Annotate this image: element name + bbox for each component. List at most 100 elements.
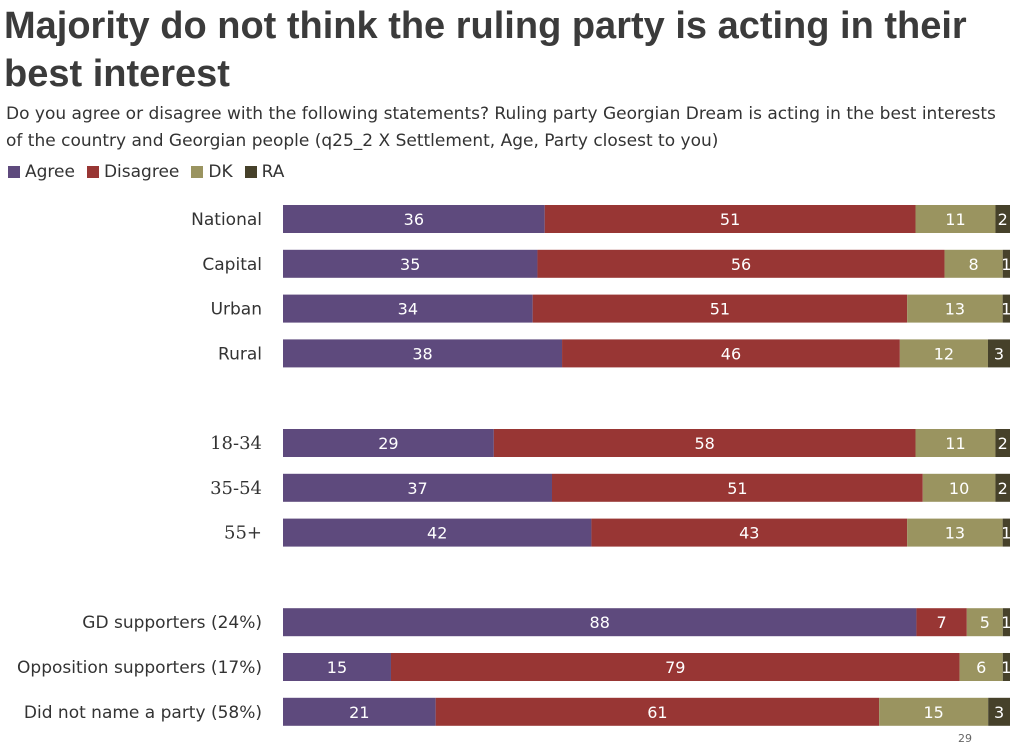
value-label-did-not-name-a-party-58-agree: 21	[349, 703, 369, 722]
bar-opposition-supporters-17-agree	[283, 653, 391, 681]
value-label-capital-disagree: 56	[731, 255, 751, 274]
bar-opposition-supporters-17-disagree	[390, 653, 960, 681]
bar-urban-ra	[1002, 294, 1010, 323]
category-label-35-54: 35-54	[210, 478, 262, 499]
value-label-opposition-supporters-17-dk: 6	[976, 658, 986, 677]
legend-label-disagree: Disagree	[103, 162, 180, 182]
legend-swatch-ra	[244, 166, 257, 178]
category-label-did-not-name-a-party-58: Did not name a party (58%)	[24, 703, 262, 723]
bar-18-34-ra	[995, 429, 1010, 457]
value-label-capital-ra: 1	[1001, 255, 1011, 274]
value-label-55-ra: 1	[1001, 524, 1011, 543]
value-label-urban-disagree: 51	[710, 300, 730, 319]
value-label-18-34-ra: 2	[998, 434, 1008, 453]
value-label-18-34-disagree: 58	[694, 434, 714, 453]
value-label-35-54-agree: 37	[407, 479, 427, 498]
value-label-did-not-name-a-party-58-ra: 3	[994, 703, 1004, 722]
value-label-did-not-name-a-party-58-disagree: 61	[647, 703, 667, 722]
value-label-national-agree: 36	[404, 210, 424, 229]
legend: Agree Disagree DK RA	[8, 160, 296, 184]
legend-label-agree: Agree	[25, 162, 75, 182]
category-label-national: National	[191, 210, 262, 230]
legend-item-ra: RA	[244, 162, 285, 182]
bar-national-ra	[995, 205, 1010, 233]
value-label-18-34-agree: 29	[378, 434, 398, 453]
legend-swatch-dk	[191, 166, 204, 178]
bar-capital-dk	[944, 249, 1003, 278]
value-label-urban-agree: 34	[398, 300, 418, 319]
bar-urban-dk	[907, 294, 1003, 323]
bar-did-not-name-a-party-58-ra	[988, 697, 1010, 726]
chart-subtitle: Do you agree or disagree with the follow…	[6, 104, 996, 151]
bar-35-54-dk	[922, 473, 996, 502]
bar-national-disagree	[544, 205, 916, 233]
bar-opposition-supporters-17-dk	[959, 653, 1003, 681]
category-label-18-34: 18-34	[210, 433, 262, 454]
bar-gd-supporters-24-disagree	[916, 608, 967, 637]
bar-did-not-name-a-party-58-disagree	[435, 697, 880, 726]
value-label-national-dk: 11	[945, 210, 965, 229]
value-label-rural-agree: 38	[412, 344, 432, 363]
value-label-capital-dk: 8	[969, 255, 979, 274]
bar-gd-supporters-24-agree	[283, 608, 917, 637]
bar-55-dk	[907, 518, 1003, 547]
value-label-national-ra: 2	[998, 210, 1008, 229]
legend-label-dk: DK	[208, 162, 233, 182]
value-label-35-54-ra: 2	[998, 479, 1008, 498]
bar-18-34-disagree	[493, 429, 916, 457]
bar-capital-agree	[283, 249, 538, 278]
value-label-55-agree: 42	[427, 524, 447, 543]
legend-item-agree: Agree	[8, 162, 75, 182]
chart-title: Majority do not think the ruling party i…	[4, 5, 967, 95]
value-label-55-disagree: 43	[739, 524, 759, 543]
bar-did-not-name-a-party-58-agree	[283, 697, 436, 726]
bar-55-agree	[283, 518, 592, 547]
value-label-opposition-supporters-17-disagree: 79	[665, 658, 685, 677]
value-label-35-54-dk: 10	[949, 479, 969, 498]
value-label-35-54-disagree: 51	[727, 479, 747, 498]
value-label-gd-supporters-24-agree: 88	[590, 613, 610, 632]
bar-gd-supporters-24-ra	[1002, 608, 1010, 637]
legend-item-dk: DK	[191, 162, 233, 182]
bar-urban-disagree	[532, 294, 908, 323]
value-label-rural-ra: 3	[994, 344, 1004, 363]
bar-gd-supporters-24-dk	[966, 608, 1003, 637]
bar-18-34-agree	[283, 429, 494, 457]
bar-capital-ra	[1002, 249, 1010, 278]
category-label-gd-supporters-24: GD supporters (24%)	[82, 613, 262, 633]
bar-35-54-ra	[995, 473, 1010, 502]
legend-label-ra: RA	[261, 162, 285, 182]
bar-rural-dk	[899, 339, 988, 368]
category-label-rural: Rural	[218, 344, 262, 364]
value-label-capital-agree: 35	[400, 255, 420, 274]
category-label-55: 55+	[224, 523, 262, 544]
category-label-opposition-supporters-17: Opposition supporters (17%)	[17, 658, 262, 678]
bar-did-not-name-a-party-58-dk	[879, 697, 989, 726]
value-label-opposition-supporters-17-ra: 1	[1001, 658, 1011, 677]
bar-rural-disagree	[562, 339, 900, 368]
value-label-rural-disagree: 46	[721, 344, 741, 363]
value-label-gd-supporters-24-disagree: 7	[937, 613, 947, 632]
value-label-urban-ra: 1	[1001, 300, 1011, 319]
bar-rural-ra	[987, 339, 1010, 368]
bar-55-disagree	[591, 518, 908, 547]
bar-capital-disagree	[537, 249, 945, 278]
page-number: 29	[958, 732, 972, 745]
legend-item-disagree: Disagree	[86, 162, 180, 182]
bar-national-dk	[915, 205, 996, 233]
value-label-55-dk: 13	[945, 524, 965, 543]
bar-35-54-disagree	[551, 473, 923, 502]
value-label-18-34-dk: 11	[945, 434, 965, 453]
category-label-urban: Urban	[211, 300, 262, 320]
value-label-rural-dk: 12	[934, 344, 954, 363]
value-label-national-disagree: 51	[720, 210, 740, 229]
bar-opposition-supporters-17-ra	[1002, 653, 1010, 681]
value-label-urban-dk: 13	[945, 300, 965, 319]
bar-35-54-agree	[283, 473, 552, 502]
bar-national-agree	[283, 205, 545, 233]
legend-swatch-disagree	[86, 166, 99, 178]
value-label-did-not-name-a-party-58-dk: 15	[923, 703, 943, 722]
category-label-capital: Capital	[202, 255, 262, 275]
value-label-gd-supporters-24-ra: 1	[1001, 613, 1011, 632]
